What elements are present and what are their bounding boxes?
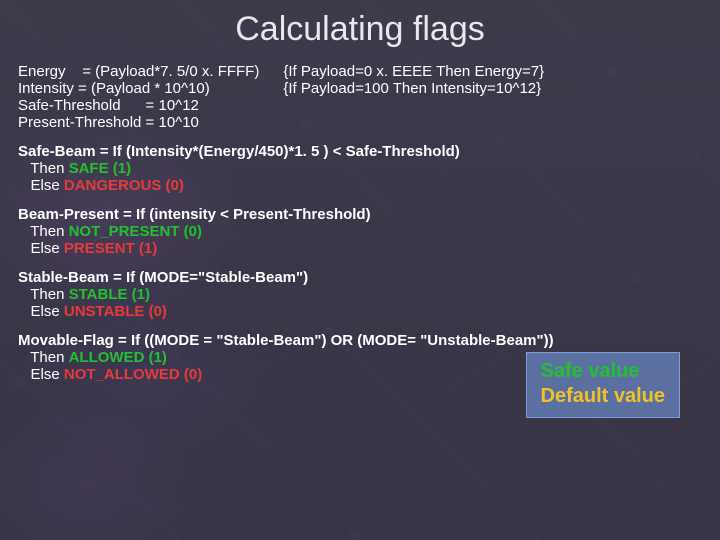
stable-beam-then: STABLE (1): [69, 286, 150, 303]
else-kw: Else: [18, 303, 64, 320]
slide-content: Calculating flags Energy = (Payload*7. 5…: [0, 0, 720, 540]
then-kw: Then: [18, 223, 69, 240]
definitions-left: Energy = (Payload*7. 5/0 x. FFFF) Intens…: [18, 63, 259, 131]
beam-present-head: Beam-Present = If (intensity < Present-T…: [18, 206, 371, 223]
else-kw: Else: [18, 240, 64, 257]
movable-flag-head: Movable-Flag = If ((MODE = "Stable-Beam"…: [18, 332, 554, 349]
else-kw: Else: [18, 366, 64, 383]
movable-flag-else: NOT_ALLOWED (0): [64, 366, 202, 383]
legend-safe-value: Safe value: [541, 359, 665, 384]
definitions-row: Energy = (Payload*7. 5/0 x. FFFF) Intens…: [18, 63, 702, 131]
safe-beam-head: Safe-Beam = If (Intensity*(Energy/450)*1…: [18, 143, 460, 160]
then-kw: Then: [18, 286, 69, 303]
beam-present-then: NOT_PRESENT (0): [69, 223, 202, 240]
movable-flag-then: ALLOWED (1): [69, 349, 167, 366]
safe-beam-block: Safe-Beam = If (Intensity*(Energy/450)*1…: [18, 143, 702, 194]
stable-beam-block: Stable-Beam = If (MODE="Stable-Beam") Th…: [18, 269, 702, 320]
safe-beam-then: SAFE (1): [69, 160, 132, 177]
slide-title: Calculating flags: [18, 10, 702, 49]
stable-beam-else: UNSTABLE (0): [64, 303, 167, 320]
else-kw: Else: [18, 177, 64, 194]
beam-present-else: PRESENT (1): [64, 240, 157, 257]
then-kw: Then: [18, 349, 69, 366]
safe-beam-else: DANGEROUS (0): [64, 177, 184, 194]
beam-present-block: Beam-Present = If (intensity < Present-T…: [18, 206, 702, 257]
legend-default-value: Default value: [541, 384, 665, 409]
then-kw: Then: [18, 160, 69, 177]
stable-beam-head: Stable-Beam = If (MODE="Stable-Beam"): [18, 269, 308, 286]
legend-callout: Safe value Default value: [526, 352, 680, 418]
definitions-right: {If Payload=0 x. EEEE Then Energy=7} {If…: [283, 63, 544, 131]
